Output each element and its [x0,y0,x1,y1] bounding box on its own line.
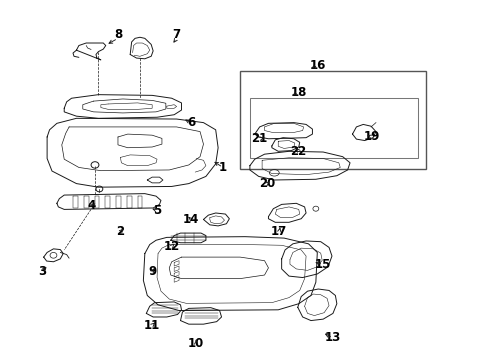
Text: 19: 19 [364,130,380,144]
Text: 13: 13 [325,331,341,344]
Text: 3: 3 [38,265,46,278]
Text: 14: 14 [183,213,199,226]
Bar [240,71,426,169]
Text: 8: 8 [114,28,122,41]
Text: 6: 6 [187,116,196,129]
Text: 20: 20 [259,177,275,190]
Text: 4: 4 [87,199,95,212]
Text: 11: 11 [144,319,160,332]
Text: 1: 1 [219,161,227,174]
Text: 12: 12 [164,240,180,253]
Text: 22: 22 [291,145,307,158]
Text: 18: 18 [291,86,307,99]
Text: 5: 5 [153,204,161,217]
Bar [250,98,418,158]
Text: 16: 16 [310,59,326,72]
Text: 17: 17 [271,225,287,238]
Text: 2: 2 [116,225,124,238]
Text: 7: 7 [172,28,181,41]
Text: 9: 9 [148,265,156,278]
Text: 15: 15 [315,258,331,271]
Text: 21: 21 [251,132,268,145]
Text: 10: 10 [188,337,204,350]
